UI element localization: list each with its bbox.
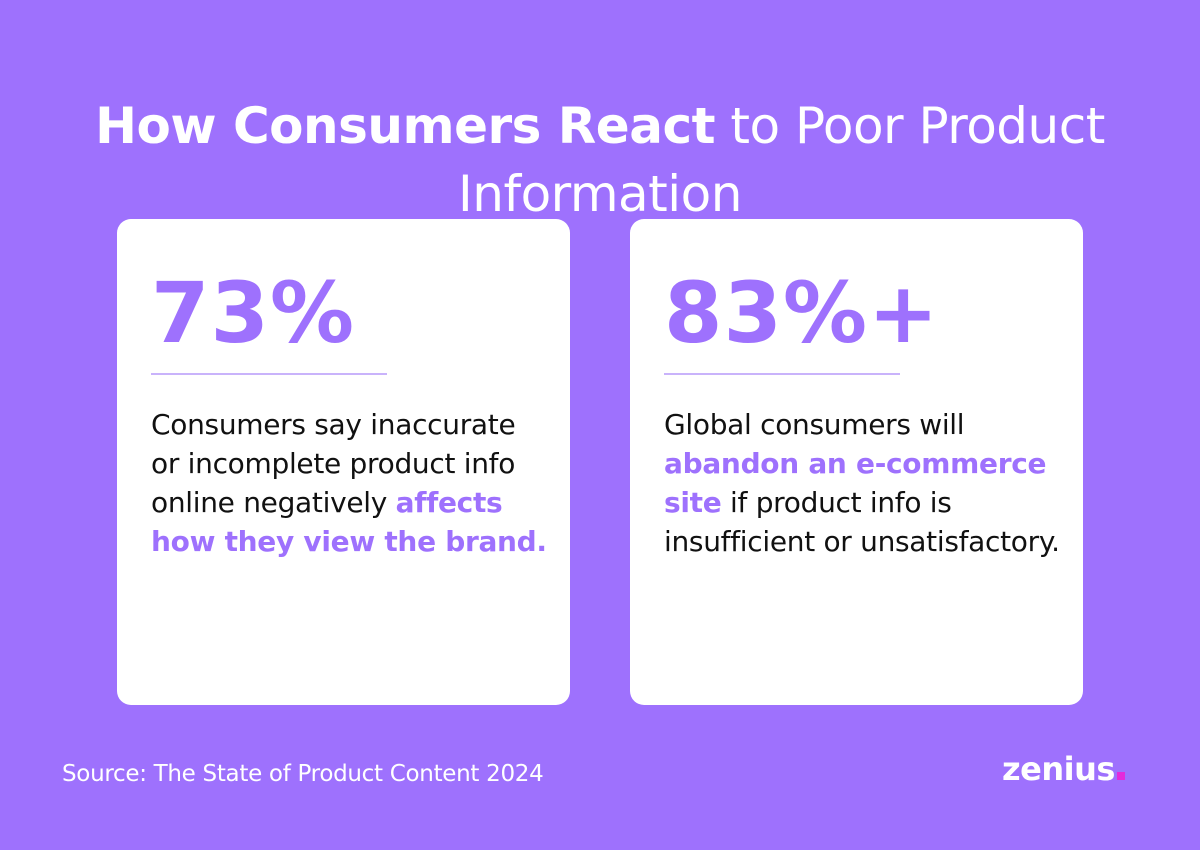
stat-description: Consumers say inaccurate or incomplete p… xyxy=(151,405,551,561)
stat-card-73: 73% Consumers say inaccurate or incomple… xyxy=(117,219,570,705)
description-text: Consumers say inaccurate or incomplete p… xyxy=(151,408,516,519)
stat-card-83: 83%+ Global consumers will abandon an e-… xyxy=(630,219,1083,705)
stat-value: 83%+ xyxy=(664,264,940,362)
stat-description: Global consumers will abandon an e-comme… xyxy=(664,405,1064,561)
stat-value: 73% xyxy=(151,264,356,362)
description-text: if product info is insufficient or unsat… xyxy=(664,486,1060,558)
source-citation: Source: The State of Product Content 202… xyxy=(62,761,544,787)
title-bold-part: How Consumers React xyxy=(95,96,715,155)
description-highlight: abandon an e-commerce site xyxy=(664,447,1047,519)
logo-dot-icon xyxy=(1116,772,1125,780)
zenius-logo: zenius xyxy=(1002,748,1125,790)
divider xyxy=(664,373,900,375)
title-light-part: to Poor Product Information xyxy=(458,96,1105,223)
description-text: Global consumers will xyxy=(664,408,965,441)
description-highlight: affects how they view the brand. xyxy=(151,486,547,558)
page-title: How Consumers React to Poor Product Info… xyxy=(0,92,1200,228)
divider xyxy=(151,373,387,375)
logo-text: zenius xyxy=(1002,750,1115,788)
